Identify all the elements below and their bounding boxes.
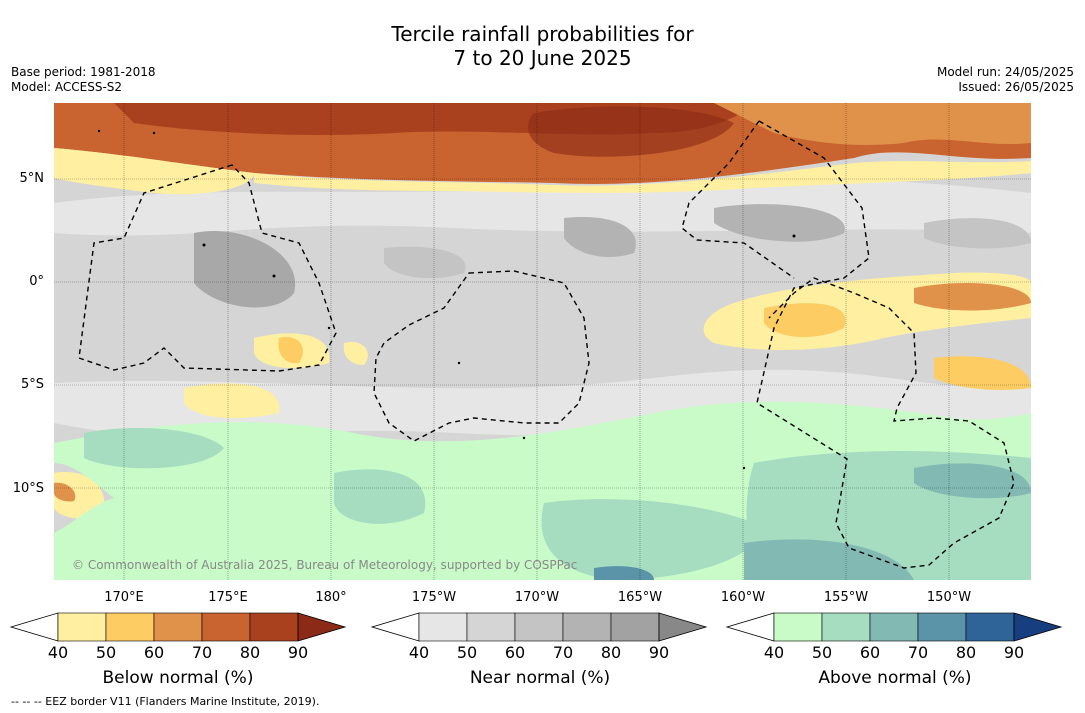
colorbar-swatch: [917, 612, 967, 642]
colorbar-swatch: [249, 612, 299, 642]
colorbar-tick-label: 90: [1003, 643, 1025, 662]
colorbar-tick-label: 70: [907, 643, 929, 662]
colorbar-tick-label: 60: [143, 643, 165, 662]
colorbar-tick-label: 40: [47, 643, 69, 662]
title-line-1: Tercile rainfall probabilities for: [391, 22, 694, 46]
colorbar-max-extension: [658, 612, 708, 642]
model-name: Model: ACCESS-S2: [11, 80, 123, 94]
colorbar-max-extension: [297, 612, 347, 642]
colorbar-tick-label: 40: [763, 643, 785, 662]
eez-footnote: -- -- -- EEZ border V11 (Flanders Marine…: [11, 695, 320, 708]
lat-label-10s: 10°S: [12, 481, 44, 496]
colorbar-tick-label: 60: [859, 643, 881, 662]
rainfall-map: [54, 103, 1031, 580]
lat-label-0: 0°: [29, 274, 44, 289]
copyright-notice: © Commonwealth of Australia 2025, Bureau…: [72, 558, 578, 572]
colorbar-swatch: [610, 612, 660, 642]
colorbar-swatch: [773, 612, 823, 642]
colorbar-max-extension: [1013, 612, 1063, 642]
lon-label-175e: 175°E: [208, 590, 248, 605]
colorbar-near-normal: [371, 612, 708, 642]
colorbar-swatch: [821, 612, 871, 642]
colorbar-tick-label: 50: [811, 643, 833, 662]
colorbar-tick-label: 60: [504, 643, 526, 662]
colorbar-tick-label: 90: [287, 643, 309, 662]
colorbar-tick-label: 50: [95, 643, 117, 662]
lon-label-150w: 150°W: [926, 590, 972, 605]
lat-label-5n: 5°N: [19, 171, 45, 186]
colorbar-label-below: Below normal (%): [102, 668, 254, 688]
lon-label-180: 180°: [315, 590, 347, 605]
model-run: Model run: 24/05/2025: [936, 65, 1074, 79]
colorbar-swatch: [514, 612, 564, 642]
lon-label-170w: 170°W: [514, 590, 560, 605]
colorbar-above-normal: [726, 612, 1063, 642]
colorbar-tick-label: 70: [552, 643, 574, 662]
base-period: Base period: 1981-2018: [11, 65, 156, 79]
lon-label-175w: 175°W: [411, 590, 457, 605]
colorbar-label-above: Above normal (%): [818, 668, 972, 688]
colorbar-min-extension: [371, 612, 420, 642]
map-title: Tercile rainfall probabilities for 7 to …: [0, 22, 1085, 70]
colorbar-swatch: [57, 612, 107, 642]
colorbar-min-extension: [726, 612, 775, 642]
colorbar-tick-label: 80: [239, 643, 261, 662]
meta-left: Base period: 1981-2018 Model: ACCESS-S2: [11, 65, 156, 95]
colorbar-swatch: [466, 612, 516, 642]
colorbar-tick-label: 90: [648, 643, 670, 662]
colorbar-swatch: [201, 612, 251, 642]
colorbar-tick-label: 80: [600, 643, 622, 662]
colorbar-swatch: [965, 612, 1015, 642]
colorbar-swatch: [418, 612, 468, 642]
lat-label-5s: 5°S: [20, 377, 44, 392]
colorbar-swatch: [153, 612, 203, 642]
lon-label-170e: 170°E: [104, 590, 144, 605]
colorbar-tick-label: 80: [955, 643, 977, 662]
lon-label-160w: 160°W: [720, 590, 766, 605]
title-line-2: 7 to 20 June 2025: [453, 46, 632, 70]
colorbar-tick-label: 70: [191, 643, 213, 662]
colorbar-swatch: [562, 612, 612, 642]
meta-right: Model run: 24/05/2025 Issued: 26/05/2025: [937, 65, 1074, 95]
lon-label-165w: 165°W: [617, 590, 663, 605]
lon-label-155w: 155°W: [823, 590, 869, 605]
colorbar-label-near: Near normal (%): [469, 668, 611, 688]
colorbar-min-extension: [10, 612, 59, 642]
colorbar-tick-label: 40: [408, 643, 430, 662]
colorbar-swatch: [105, 612, 155, 642]
colorbar-tick-label: 50: [456, 643, 478, 662]
issued-date: Issued: 26/05/2025: [958, 80, 1074, 94]
colorbar-swatch: [869, 612, 919, 642]
colorbar-below-normal: [10, 612, 347, 642]
